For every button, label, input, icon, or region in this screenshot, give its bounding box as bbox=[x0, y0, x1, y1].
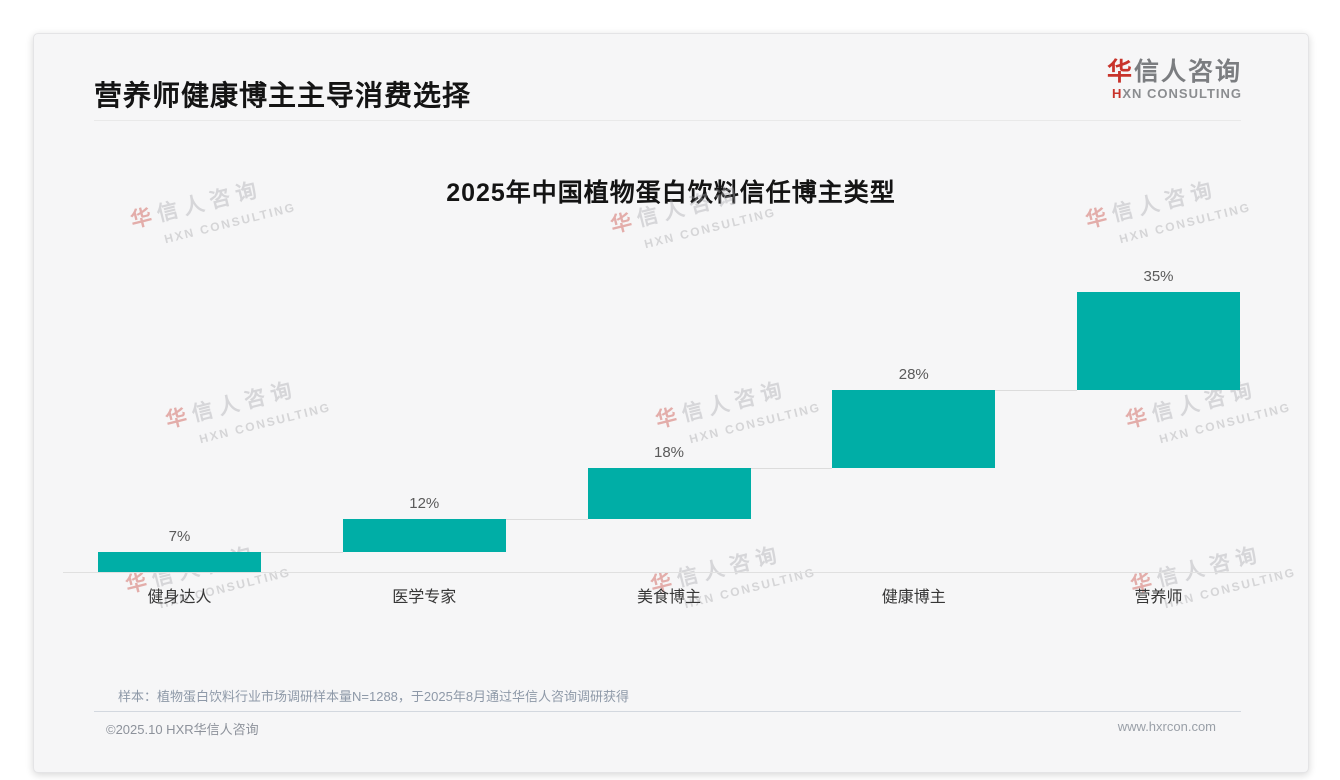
connector-line bbox=[750, 468, 833, 470]
bar-医学专家 bbox=[342, 518, 506, 553]
bar-营养师 bbox=[1077, 292, 1240, 390]
logo-cn-rest: 信人咨询 bbox=[1133, 58, 1242, 86]
logo-cn-text: 华信人咨询 bbox=[1107, 58, 1242, 87]
bar-value-label: 18% bbox=[653, 444, 685, 462]
logo-cn-first-char: 华 bbox=[1106, 58, 1134, 86]
website-url: www.hxrcon.com bbox=[1117, 719, 1216, 734]
sample-note: 样本：植物蛋白饮料行业市场调研样本量N=1288，于2025年8月通过华信人咨询… bbox=[118, 689, 630, 704]
bar-美食博主 bbox=[587, 468, 751, 519]
bar-value-label: 12% bbox=[409, 494, 440, 512]
chart-title: 2025年中国植物蛋白饮料信任博主类型 bbox=[446, 179, 896, 207]
category-label: 营养师 bbox=[1134, 589, 1183, 606]
connector-line bbox=[995, 390, 1077, 391]
connector-line bbox=[261, 552, 343, 554]
connector-line bbox=[505, 518, 588, 520]
category-label: 美食博主 bbox=[636, 589, 701, 606]
company-logo: 华信人咨询 HXN CONSULTING bbox=[1107, 58, 1242, 102]
waterfall-chart: 7% 健身达人 12% 医学专家 18% 美食博主 28% 健康博主 35% 营养师 bbox=[34, 34, 1308, 772]
bar-value-label: 28% bbox=[898, 366, 929, 383]
category-label: 医学专家 bbox=[392, 589, 457, 606]
bar-健康博主 bbox=[832, 390, 996, 469]
report-card: 华信人咨询 HXN CONSULTING 华信人咨询 HXN CONSULTING 华信… bbox=[33, 33, 1309, 773]
bar-value-label: 35% bbox=[1143, 268, 1174, 285]
page-title: 营养师健康博主主导消费选择 bbox=[94, 80, 472, 111]
header-divider bbox=[94, 120, 1241, 121]
category-label: 健身达人 bbox=[147, 589, 212, 606]
logo-en-rest: XN CONSULTING bbox=[1122, 85, 1242, 101]
x-axis-line bbox=[63, 572, 1279, 573]
footer-divider bbox=[94, 711, 1241, 712]
logo-en-text: HXN CONSULTING bbox=[1107, 85, 1242, 102]
logo-en-first-char: H bbox=[1111, 85, 1123, 101]
bar-健身达人 bbox=[98, 552, 261, 572]
copyright-text: ©2025.10 HXR华信人咨询 bbox=[106, 722, 259, 737]
bar-value-label: 7% bbox=[168, 528, 191, 546]
category-label: 健康博主 bbox=[881, 589, 946, 606]
